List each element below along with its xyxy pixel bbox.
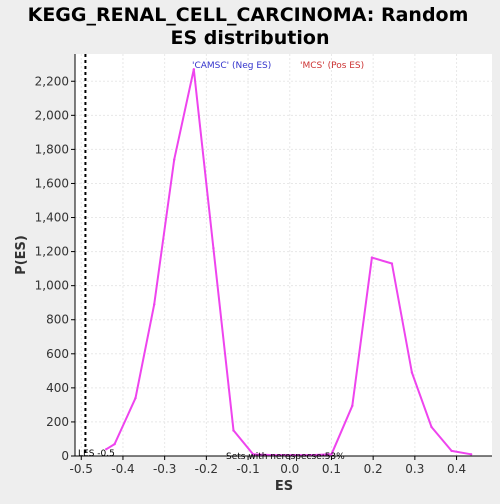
- x-axis-label: ES: [275, 479, 293, 494]
- y-tick-label: 200: [46, 415, 69, 429]
- y-tick-label: 1,000: [35, 279, 69, 293]
- x-tick-label: -0.2: [195, 462, 218, 476]
- series-line: [105, 68, 472, 457]
- data-point: [469, 453, 473, 456]
- y-tick-label: 400: [46, 381, 69, 395]
- y-tick-label: 800: [46, 313, 69, 327]
- data-point: [212, 246, 215, 250]
- series-layer: [105, 68, 473, 457]
- y-tick-label: 1,800: [35, 142, 69, 156]
- x-tick-label: 0.4: [447, 462, 466, 476]
- y-tick-label: 2,000: [35, 108, 69, 122]
- data-point: [192, 68, 196, 71]
- data-point: [173, 158, 176, 161]
- y-tick-label: 1,400: [35, 211, 69, 225]
- legend-neg-es: 'CAMSC' (Neg ES): [192, 61, 271, 71]
- data-point: [450, 449, 453, 453]
- data-point: [113, 442, 116, 446]
- x-tick-label: -0.5: [70, 462, 93, 476]
- data-point: [390, 262, 394, 265]
- data-point: [351, 404, 354, 407]
- x-tick-label: -0.3: [153, 462, 176, 476]
- axes: 0 200 400 600 800 1,000 1,200 1,400 1,600 1,800 2,…: [35, 54, 492, 476]
- x-tick-label: 0.3: [405, 462, 424, 476]
- les-annotation: LES -0.5: [78, 449, 115, 459]
- y-tick-label: 600: [46, 347, 69, 361]
- y-tick-label: 1,600: [35, 176, 69, 190]
- data-point: [153, 303, 156, 306]
- data-point: [105, 447, 108, 451]
- y-tick-label: 0: [61, 449, 69, 463]
- x-tick-label: -0.4: [111, 462, 134, 476]
- chart-title-line-1: KEGG_RENAL_CELL_CARCINOMA: Random: [28, 4, 469, 26]
- x-tick-label: -0.1: [236, 462, 259, 476]
- y-tick-label: 2,200: [35, 74, 69, 88]
- data-point: [370, 256, 374, 259]
- x-tick-label: 0.2: [364, 462, 383, 476]
- chart-title-line-2: ES distribution: [171, 27, 330, 49]
- data-point: [232, 429, 235, 432]
- data-point: [330, 453, 333, 456]
- y-tick-label: 1,200: [35, 245, 69, 259]
- data-point: [134, 396, 137, 400]
- x-tick-label: 0.1: [322, 462, 341, 476]
- legend-pos-es: 'MCS' (Pos ES): [300, 61, 364, 71]
- data-point: [251, 453, 255, 456]
- data-point: [430, 425, 433, 429]
- x-tick-label: 0.0: [280, 462, 299, 476]
- plot-area: [75, 54, 492, 456]
- y-axis-label: P(ES): [14, 235, 29, 275]
- data-point: [410, 371, 414, 374]
- sets-annotation: Sets with nerespecse:53%: [226, 452, 345, 462]
